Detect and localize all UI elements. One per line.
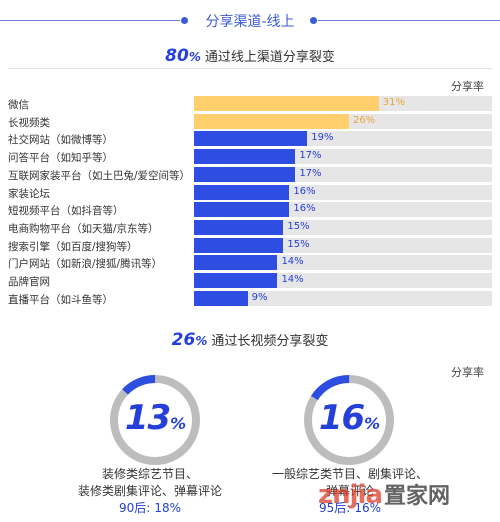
bar-category-label: 品牌官网 <box>8 276 50 288</box>
bar <box>194 149 296 165</box>
bar-row: 互联网家装平台（如土巴兔/爱空间等） 17% <box>8 166 492 182</box>
bar-value-label: 16% <box>293 185 316 197</box>
bar-value-label: 17% <box>299 150 322 162</box>
bar-row: 搜索引擎（如百度/搜狗等） 15% <box>8 237 492 253</box>
watermark-text: 置家网 <box>384 484 451 509</box>
bar <box>194 184 290 200</box>
bar-category-label: 搜索引擎（如百度/搜狗等） <box>8 240 138 253</box>
bar-category-label: 直播平台（如斗鱼等） <box>8 293 113 306</box>
bar-category-label: 微信 <box>8 99 29 111</box>
video-percent: 26% <box>171 330 208 350</box>
bar-category-label: 电商购物平台（如天猫/京东等） <box>8 222 159 235</box>
bar-row: 长视频类 26% <box>8 113 492 129</box>
bar-row: 社交网站（如微博等） 19% <box>8 131 492 147</box>
bar <box>194 202 290 218</box>
bar-row: 门户网站（如新浪/搜狐/腾讯等） 14% <box>8 255 492 271</box>
header-line-left <box>0 20 180 21</box>
bar-category-label: 短视频平台（如抖音等） <box>8 205 124 218</box>
video-headline: 26% 通过长视频分享裂变 <box>0 330 500 350</box>
bar-category-label: 社交网站（如微博等） <box>8 134 113 147</box>
bar <box>194 290 248 306</box>
bar-category-label: 互联网家装平台（如土巴兔/爱空间等） <box>8 169 191 182</box>
bar-value-label: 9% <box>251 291 268 303</box>
donut-chart: 13% <box>107 372 203 468</box>
bar-track <box>194 290 492 306</box>
bar <box>194 273 278 288</box>
donut-caption: 一般综艺类节目、剧集评论、 弹幕评论 95后: 16% <box>250 466 450 517</box>
bar-value-label: 15% <box>287 238 310 250</box>
caption-line: 装修类剧集评论、弹幕评论 <box>77 484 222 498</box>
bar <box>194 113 349 129</box>
donut-value: 13% <box>124 398 186 438</box>
divider <box>8 68 492 69</box>
bar-category-label: 门户网站（如新浪/搜狐/腾讯等） <box>8 258 163 271</box>
caption-line: 装修类综艺节目、 <box>101 467 198 481</box>
header-line-right <box>318 20 500 21</box>
donut-svg <box>110 375 200 465</box>
bar <box>194 219 284 235</box>
donut-chart: 16% <box>301 372 397 468</box>
video-share-rate-label: 分享率 <box>451 366 484 379</box>
bar <box>194 131 308 147</box>
bar-category-label: 长视频类 <box>8 116 50 129</box>
section-header: 分享渠道-线上 <box>0 8 500 32</box>
bar-row: 直播平台（如斗鱼等） 9% <box>8 290 492 306</box>
bar-value-label: 14% <box>281 256 304 268</box>
bar-row: 短视频平台（如抖音等） 16% <box>8 202 492 218</box>
online-percent: 80% <box>165 46 201 66</box>
age-group-rate: 90后: 18% <box>119 501 181 515</box>
bar <box>194 96 379 111</box>
age-group-rate: 95后: 16% <box>319 501 381 515</box>
bar <box>194 237 284 253</box>
header-dot-left <box>181 17 188 24</box>
section-title: 分享渠道-线上 <box>205 14 295 30</box>
donut-value: 16% <box>318 398 380 438</box>
header-dot-right <box>310 17 317 24</box>
bar-value-label: 19% <box>311 132 334 144</box>
bar-row: 品牌官网 14% <box>8 273 492 288</box>
donut-segment <box>110 375 200 465</box>
donut-caption: 装修类综艺节目、装修类剧集评论、弹幕评论 90后: 18% <box>55 466 245 517</box>
caption-line: 一般综艺类节目、剧集评论、 <box>271 467 428 481</box>
bar-row: 微信 31% <box>8 96 492 111</box>
donut-svg <box>304 375 394 465</box>
bar-value-label: 17% <box>299 167 322 179</box>
share-rate-label: 分享率 <box>451 80 484 93</box>
bar-value-label: 16% <box>293 203 316 215</box>
bar-category-label: 问答平台（如知乎等） <box>8 152 113 165</box>
bar-row: 电商购物平台（如天猫/京东等） 15% <box>8 219 492 235</box>
bar-value-label: 14% <box>281 274 304 285</box>
bar-value-label: 26% <box>352 114 376 126</box>
bar-row: 问答平台（如知乎等） 17% <box>8 149 492 165</box>
online-headline: 80% 通过线上渠道分享裂变 <box>0 46 500 66</box>
bar-value-label: 31% <box>382 97 405 108</box>
bar-row: 家装论坛 16% <box>8 184 492 200</box>
video-headline-text: 通过长视频分享裂变 <box>211 334 329 349</box>
donut-segment <box>304 375 394 465</box>
caption-line: 弹幕评论 <box>325 484 374 498</box>
online-headline-text: 通过线上渠道分享裂变 <box>204 50 335 65</box>
bar-category-label: 家装论坛 <box>8 187 50 200</box>
bar <box>194 255 278 271</box>
watermark: znjia置家网 <box>318 478 498 510</box>
bar-value-label: 15% <box>287 220 310 232</box>
watermark-logo: znjia <box>318 480 383 510</box>
bar <box>194 166 296 182</box>
